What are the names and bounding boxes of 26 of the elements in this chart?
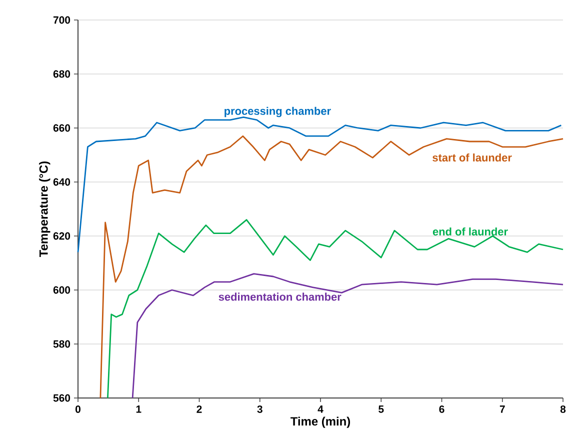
x-tick-label: 2 — [196, 406, 202, 413]
y-tick-label: 680 — [53, 70, 70, 78]
x-tick-label: 7 — [500, 406, 505, 413]
y-tick-label: 620 — [53, 232, 70, 240]
series-label: sedimentation chamber — [218, 292, 342, 301]
line-series — [107, 219, 564, 399]
y-tick-label: 560 — [53, 394, 70, 402]
x-tick-label: 4 — [318, 406, 324, 413]
y-tick-label: 640 — [53, 178, 70, 186]
x-tick-label: 0 — [76, 406, 80, 413]
y-tick-label: 700 — [53, 16, 70, 24]
x-tick-label: 8 — [560, 406, 566, 413]
series-label: start of launder — [432, 153, 512, 162]
y-tick-label: 600 — [53, 286, 70, 294]
y-axis-title: Temperature (°C) — [39, 161, 50, 257]
x-tick-label: 5 — [378, 406, 384, 413]
y-tick-label: 660 — [53, 124, 70, 132]
x-tick-label: 3 — [257, 406, 262, 413]
series-label: processing chamber — [224, 106, 331, 118]
line-series — [132, 273, 564, 399]
x-axis-title: Time (min) — [290, 416, 350, 428]
x-tick-label: 6 — [439, 406, 444, 413]
x-tick-label: 1 — [136, 406, 142, 413]
y-tick-label: 580 — [53, 340, 70, 348]
series-label: end of launder — [432, 227, 508, 236]
line-series — [100, 135, 564, 399]
